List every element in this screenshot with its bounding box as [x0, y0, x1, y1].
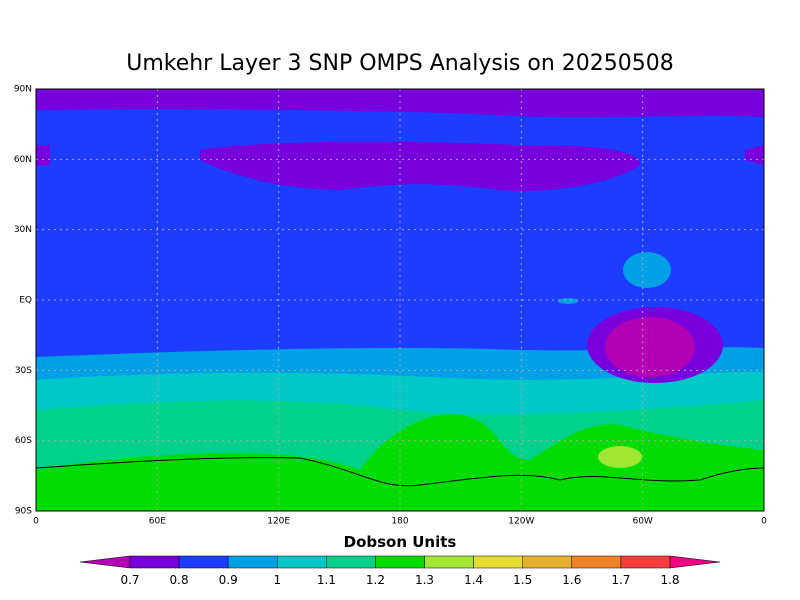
colorbar-end	[79, 555, 131, 569]
colorbar-tick: 0.8	[170, 573, 189, 587]
lat-label: 90N	[14, 85, 32, 95]
lat-label: 60N	[14, 155, 32, 165]
lat-label: 90S	[15, 507, 32, 517]
lon-label: 60W	[632, 517, 652, 527]
contour-band	[605, 317, 695, 377]
colorbar-tick: 1.8	[660, 573, 679, 587]
colorbar-tick: 1.1	[317, 573, 336, 587]
contour-band	[200, 141, 640, 191]
colorbar-box	[473, 555, 523, 569]
colorbar-box	[326, 555, 376, 569]
contour-band	[36, 145, 50, 165]
colorbar-end	[669, 555, 721, 569]
contour-band	[36, 89, 764, 118]
colorbar-tick: 1.5	[513, 573, 532, 587]
colorbar-tick: 1.3	[415, 573, 434, 587]
lon-label: 0	[761, 517, 767, 527]
colorbar-box	[277, 555, 327, 569]
lon-label: 180	[391, 517, 408, 527]
lat-label: 60S	[15, 436, 32, 446]
colorbar-tick: 1.4	[464, 573, 483, 587]
colorbar-box	[178, 555, 229, 569]
lon-label: 120E	[267, 517, 290, 527]
colorbar-box	[571, 555, 622, 569]
colorbar-tick: 1.2	[366, 573, 385, 587]
colorbar-box	[424, 555, 474, 569]
colorbar-tick: 0.9	[219, 573, 238, 587]
contour-band	[558, 298, 578, 304]
map-frame	[35, 88, 765, 512]
lat-label: EQ	[19, 296, 32, 306]
colorbar-label: Dobson Units	[344, 533, 457, 551]
title: Umkehr Layer 3 SNP OMPS Analysis on 2025…	[126, 51, 674, 76]
contour-band	[598, 446, 642, 468]
colorbar-box	[620, 555, 671, 569]
colorbar-box	[375, 555, 425, 569]
colorbar-tick: 0.7	[120, 573, 139, 587]
lon-label: 60E	[149, 517, 166, 527]
colorbar-box	[129, 555, 180, 569]
colorbar-box	[522, 555, 573, 569]
colorbar-tick: 1.6	[562, 573, 581, 587]
lat-label: 30N	[14, 225, 32, 235]
lat-label: 30S	[15, 366, 32, 376]
lon-label: 0	[33, 517, 39, 527]
colorbar: 0.7 0.8 0.9 1 1.1 1.2 1.3 1.4 1.5 1.6 1.7 1.8	[79, 555, 721, 587]
lon-label: 120W	[508, 517, 534, 527]
contour-band	[745, 145, 764, 165]
contour-band	[623, 252, 671, 288]
colorbar-tick: 1.7	[611, 573, 630, 587]
colorbar-tick: 1	[273, 573, 281, 587]
coastline	[35, 457, 765, 487]
colorbar-box	[227, 555, 278, 569]
